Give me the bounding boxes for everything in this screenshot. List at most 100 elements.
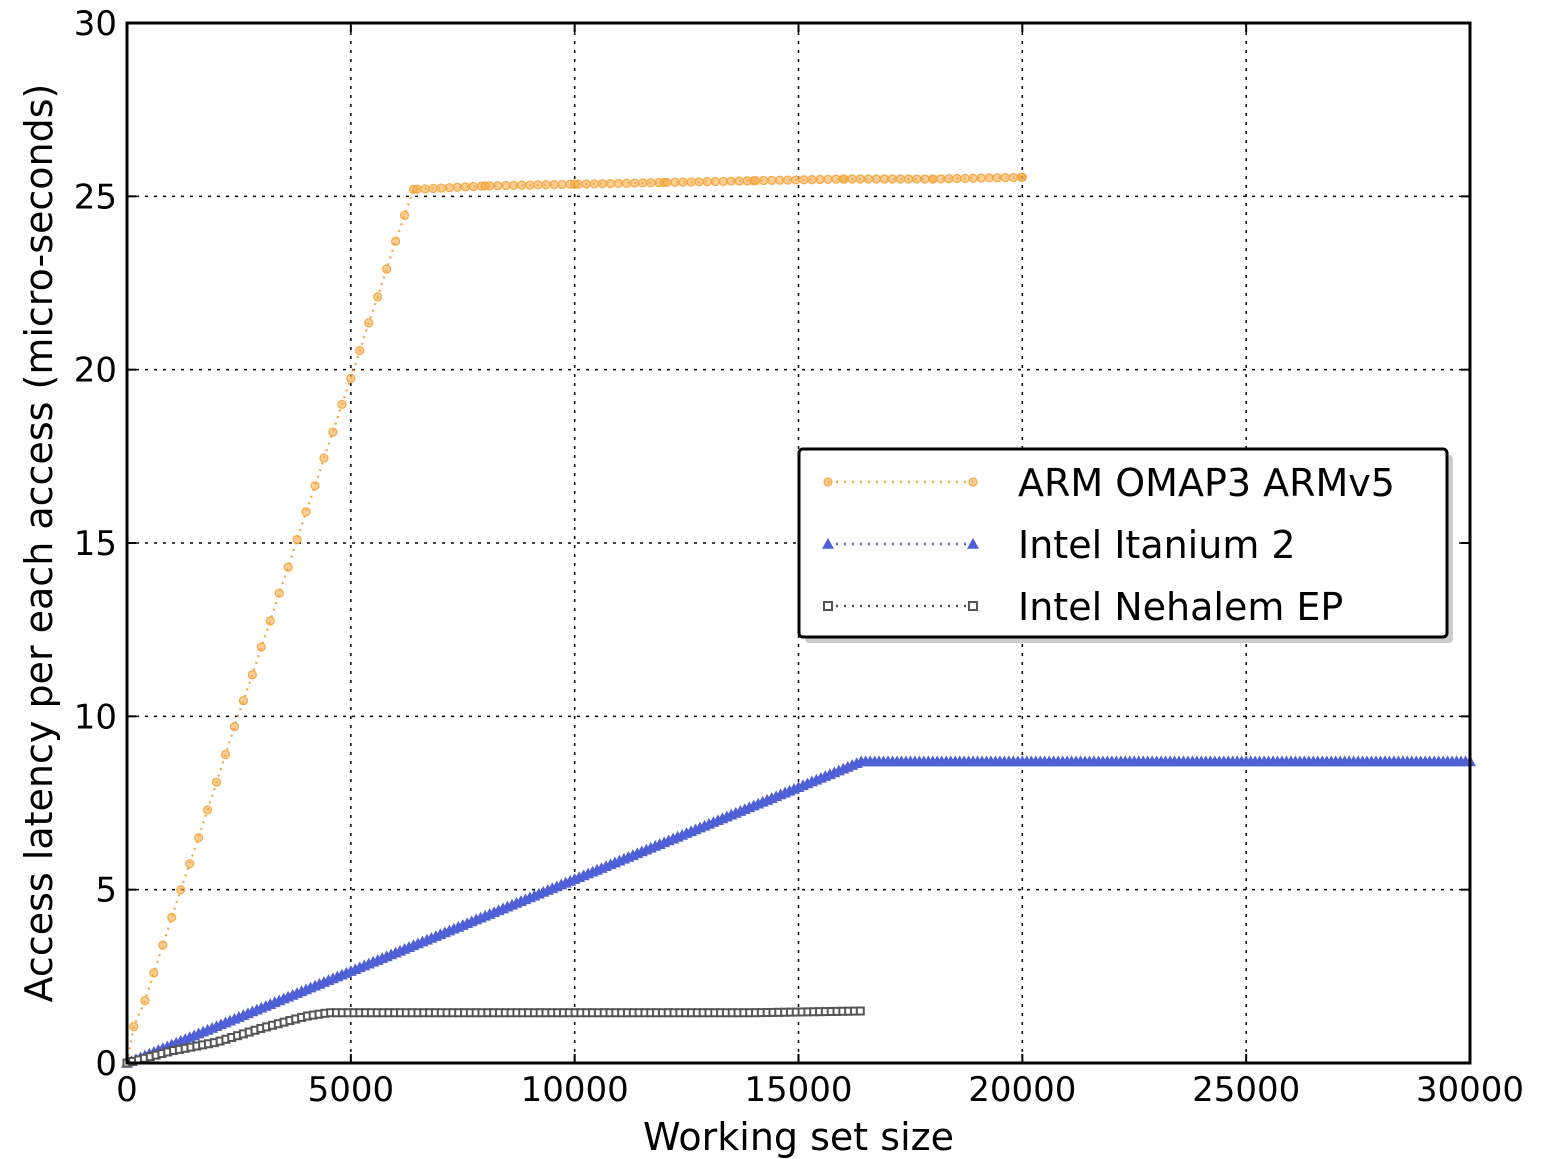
data-point	[871, 174, 881, 184]
data-point	[541, 180, 551, 190]
x-axis-label: Working set size	[643, 1115, 954, 1159]
data-point	[791, 175, 801, 185]
series-intel-itanium-2	[121, 755, 1476, 1068]
data-point	[1008, 172, 1018, 183]
legend-item: Intel Itanium 2	[822, 523, 1296, 567]
data-point	[573, 179, 583, 189]
data-point	[638, 178, 648, 188]
data-point	[238, 696, 248, 706]
data-point	[202, 805, 213, 815]
data-point	[185, 859, 195, 869]
data-point	[420, 184, 430, 194]
data-point	[509, 180, 519, 190]
data-point	[662, 177, 672, 188]
data-point	[646, 178, 656, 188]
data-point	[292, 534, 302, 545]
data-point	[211, 777, 222, 787]
legend-item: ARM OMAP3 ARMv5	[823, 461, 1395, 505]
data-point	[895, 174, 906, 184]
data-point	[799, 175, 809, 185]
x-tick-label: 25000	[1192, 1070, 1300, 1110]
data-point	[605, 178, 616, 189]
data-point	[670, 177, 680, 187]
data-point	[589, 179, 599, 189]
data-point	[597, 179, 608, 189]
data-point	[220, 749, 231, 760]
data-point	[140, 995, 150, 1006]
data-point	[158, 940, 168, 950]
data-point	[912, 174, 922, 184]
data-point	[823, 601, 833, 611]
data-point	[726, 176, 736, 186]
data-point	[968, 173, 978, 183]
data-point	[758, 175, 769, 186]
data-point	[382, 264, 392, 274]
data-point	[493, 181, 503, 191]
data-point	[621, 178, 632, 188]
data-point	[194, 833, 204, 843]
data-point	[399, 210, 410, 220]
data-point	[149, 968, 159, 978]
data-point	[718, 176, 728, 186]
data-point	[750, 176, 761, 186]
data-point	[274, 588, 284, 598]
legend-item: Intel Nehalem EP	[823, 585, 1343, 629]
data-point	[807, 175, 817, 185]
data-point	[823, 477, 833, 487]
data-point	[968, 477, 978, 487]
data-point	[412, 184, 422, 194]
y-tick-label: 10	[74, 697, 117, 737]
data-point	[702, 177, 712, 187]
data-point	[301, 507, 311, 517]
data-point	[960, 173, 970, 183]
x-tick-label: 20000	[968, 1070, 1076, 1110]
data-point	[920, 174, 930, 184]
legend: ARM OMAP3 ARMv5 Intel Itanium 2 Intel Neha…	[797, 447, 1453, 643]
legend-label: Intel Itanium 2	[1018, 523, 1296, 567]
y-axis-label: Access latency per each access (micro-se…	[17, 84, 61, 1003]
data-point	[613, 178, 624, 188]
x-tick-label: 0	[116, 1070, 138, 1110]
data-point	[485, 181, 495, 191]
y-tick-label: 20	[74, 351, 117, 391]
data-point	[428, 183, 438, 194]
data-point	[319, 453, 329, 463]
data-point	[176, 885, 186, 895]
data-point	[328, 427, 338, 437]
data-point	[460, 182, 471, 192]
data-point	[468, 181, 479, 192]
data-point	[822, 538, 834, 549]
data-point	[904, 174, 914, 184]
data-point	[783, 175, 793, 185]
data-point	[557, 179, 567, 190]
data-point	[265, 616, 275, 626]
x-tick-label: 5000	[308, 1070, 395, 1110]
data-point	[823, 174, 833, 184]
series-layer	[121, 172, 1476, 1068]
data-point	[229, 722, 240, 732]
data-point	[855, 174, 865, 184]
data-point	[501, 180, 511, 191]
data-point	[855, 1006, 865, 1016]
data-point	[654, 177, 664, 188]
data-point	[525, 180, 535, 190]
y-tick-label: 15	[74, 524, 117, 564]
data-point	[391, 236, 401, 246]
data-point	[444, 183, 454, 193]
data-point	[517, 180, 527, 190]
data-point	[1016, 172, 1027, 182]
data-point	[968, 601, 978, 611]
data-point	[887, 174, 898, 184]
data-point	[936, 174, 946, 184]
data-point	[452, 182, 462, 192]
data-point	[549, 179, 559, 190]
data-point	[364, 318, 374, 328]
y-tick-label: 30	[74, 4, 117, 44]
legend-label: Intel Nehalem EP	[1018, 585, 1343, 629]
data-point	[373, 292, 383, 302]
ticks: 0 5000 10000 15000 20000 25000 30000 0 5 10 15 20 25…	[74, 4, 1524, 1110]
data-point	[775, 175, 785, 185]
data-point	[928, 174, 938, 184]
data-point	[678, 177, 688, 187]
